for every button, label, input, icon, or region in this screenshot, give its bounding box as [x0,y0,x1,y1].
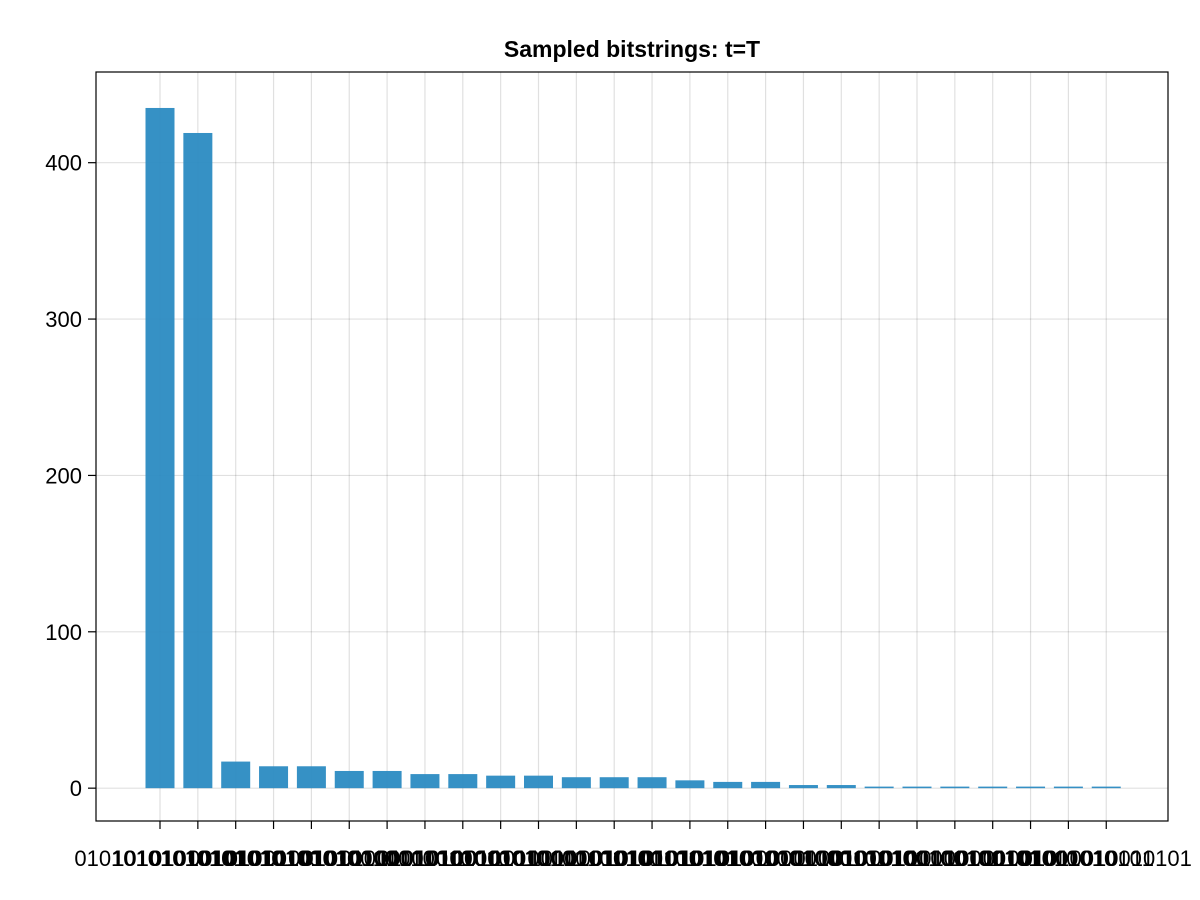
y-tick-label: 100 [45,620,82,645]
x-tick-label: 01010100101010 [301,846,472,871]
bar [334,770,364,789]
x-tick-label: 01010010010101 [1021,846,1192,871]
x-axis: 0101010101010110101010101010010101010101… [74,821,1192,871]
bar [788,785,818,789]
x-tick-label: 10101010101010 [112,846,283,871]
x-tick-label: 10101001010101 [491,846,662,871]
x-tick-label: 01010101000101 [718,846,889,871]
bar [1091,786,1121,789]
bar [864,786,894,789]
y-tick-label: 300 [45,307,82,332]
bar [637,777,667,789]
bar [940,786,970,789]
bar [978,786,1008,789]
x-tick-label: 01010101001010 [377,846,548,871]
bar [145,107,175,789]
x-tick-label: 00101010100101 [869,846,1040,871]
x-tick-label: 01010100100101 [831,846,1002,871]
x-tick-label: 01001010100101 [794,846,965,871]
x-tick-label: 01001001010101 [983,846,1154,871]
bar [296,766,326,789]
bar [561,777,591,789]
x-tick-label: 00101010101010 [188,846,359,871]
y-tick-label: 0 [70,776,82,801]
bar [372,770,402,789]
bar [1016,786,1046,789]
grid-lines [96,72,1168,821]
bar [751,781,781,789]
x-tick-label: 10010101001010 [945,846,1116,871]
bar [599,777,629,789]
x-tick-label: 01010101010010 [226,846,397,871]
chart-title: Sampled bitstrings: t=T [504,36,760,62]
x-tick-label: 01010101010001 [642,846,813,871]
y-tick-label: 400 [45,151,82,176]
bar [524,775,553,789]
bar [259,766,289,789]
x-tick-label: 10101010100101 [529,846,700,871]
x-tick-label: 10010101010101 [566,846,737,871]
x-tick-label: 01001010101010 [264,846,435,871]
bar [826,785,856,789]
x-tick-label: 10101010101000 [680,846,851,871]
y-tick-label: 200 [45,463,82,488]
x-tick-label: 10101010101001 [604,846,775,871]
x-tick-label: 10100100101010 [907,846,1078,871]
x-tick-label: 10101010010101 [453,846,624,871]
bar [183,132,213,789]
bars [145,107,1121,789]
x-tick-label: 10100101010101 [415,846,586,871]
x-tick-label: 01010101010101 [74,846,245,871]
bar [410,774,440,789]
x-tick-label: 00010101010101 [756,846,927,871]
y-axis: 0 100 200 300 400 [45,151,96,801]
plot-frame [95,71,1169,822]
bar [448,774,478,789]
bar [675,780,705,789]
x-tick-label: 01010101010100 [150,846,321,871]
bar [902,786,932,789]
bar [713,781,743,789]
bar [1053,786,1083,789]
bar [221,761,251,789]
x-tick-label: 01010010101010 [339,846,510,871]
bar [486,775,516,789]
